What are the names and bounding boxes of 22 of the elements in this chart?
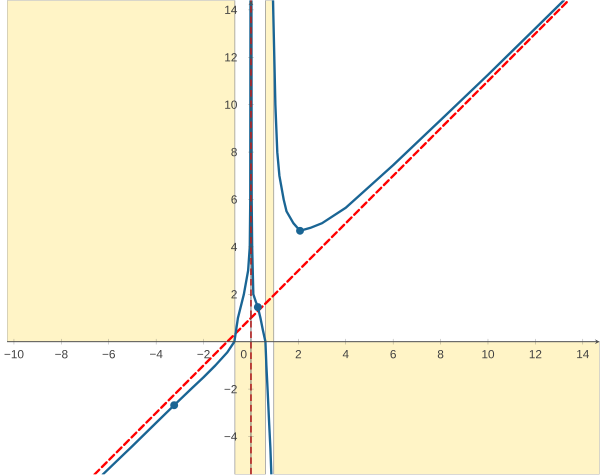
x-tick-label: 12 — [530, 350, 542, 358]
x-tick-label: −2 — [197, 350, 210, 358]
x-tick-label: 10 — [482, 350, 494, 358]
x-tick-label: 4 — [342, 350, 349, 358]
x-tick-label: −4 — [150, 350, 163, 358]
y-tick-label: 12 — [225, 53, 237, 62]
x-tick-label: −6 — [102, 350, 115, 358]
y-tick-label: 10 — [225, 100, 237, 109]
y-tick-label: 2 — [231, 290, 237, 299]
x-tick-label: 6 — [390, 350, 396, 358]
x-tick-label: 2 — [296, 350, 302, 358]
y-tick-label: 14 — [225, 6, 238, 14]
y-tick-label: 6 — [231, 195, 237, 204]
x-tick-label: −10 — [4, 350, 24, 358]
x-tick-label: −8 — [55, 350, 68, 358]
y-tick-label: −4 — [224, 432, 238, 441]
y-tick-label: 4 — [231, 242, 238, 252]
x-tick-label: 14 — [577, 350, 589, 358]
y-tick-label: −2 — [224, 385, 237, 394]
x-tick-label: 0 — [240, 350, 247, 358]
y-tick-label: 8 — [231, 148, 237, 156]
x-tick-label: 8 — [438, 350, 444, 358]
